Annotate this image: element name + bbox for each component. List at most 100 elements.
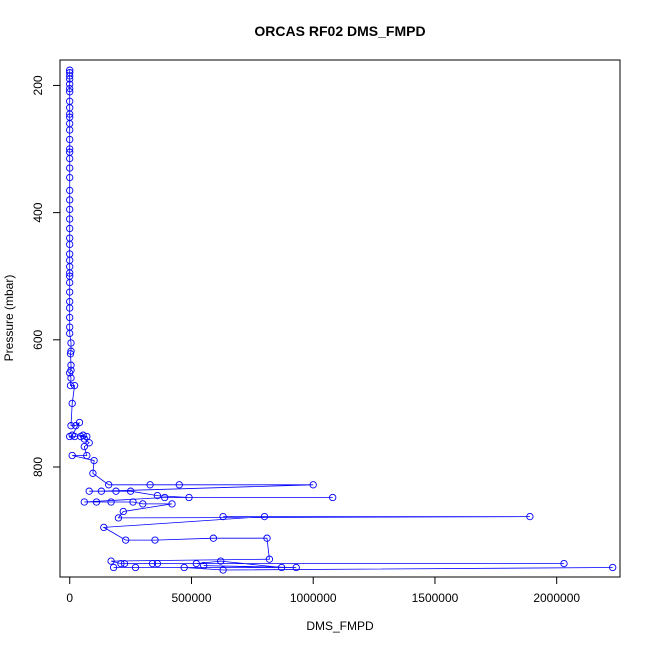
x-tick-label: 1000000 xyxy=(290,591,337,605)
data-point xyxy=(609,563,617,572)
data-point xyxy=(70,381,79,390)
data-point xyxy=(92,498,101,506)
series-0-line xyxy=(69,70,613,571)
x-axis-label: DMS_FMPD xyxy=(306,619,374,633)
data-point xyxy=(66,84,74,93)
data-point xyxy=(126,487,135,495)
data-point xyxy=(66,88,74,96)
data-point xyxy=(66,215,74,223)
data-point xyxy=(66,269,74,277)
series-line xyxy=(69,70,613,571)
data-point xyxy=(89,469,97,477)
data-point xyxy=(66,196,74,204)
data-point xyxy=(66,66,74,74)
data-point xyxy=(122,536,130,544)
data-point xyxy=(66,135,74,144)
data-point xyxy=(66,381,75,390)
data-point xyxy=(105,481,113,489)
data-point xyxy=(200,561,208,570)
data-point xyxy=(66,288,74,296)
data-point xyxy=(217,557,225,565)
data-point xyxy=(66,240,74,249)
data-point xyxy=(526,512,534,521)
data-point xyxy=(139,500,147,508)
data-point xyxy=(151,536,159,544)
y-tick-label: 400 xyxy=(31,202,45,222)
data-point xyxy=(83,451,91,460)
chart-title: ORCAS RF02 DMS_FMPD xyxy=(254,23,425,39)
data-point xyxy=(560,559,568,568)
data-point xyxy=(85,439,93,447)
data-point xyxy=(277,563,286,572)
data-point xyxy=(66,313,74,322)
data-point xyxy=(66,329,74,338)
y-axis-label: Pressure (mbar) xyxy=(2,275,16,362)
data-point xyxy=(67,347,75,355)
data-point xyxy=(66,369,74,377)
data-point xyxy=(66,75,74,83)
data-point xyxy=(66,164,74,172)
data-point xyxy=(66,432,74,441)
data-point xyxy=(80,442,88,451)
x-tick-label: 500000 xyxy=(171,591,211,605)
data-point xyxy=(129,498,137,506)
data-point xyxy=(66,304,74,312)
y-tick-label: 800 xyxy=(31,457,45,477)
x-axis: 0 500000 1000000 1500000 2000000 xyxy=(66,576,580,605)
x-tick-label: 0 xyxy=(66,591,73,605)
data-point xyxy=(100,523,108,532)
data-point xyxy=(309,481,317,489)
data-point xyxy=(219,566,227,574)
data-point xyxy=(66,80,74,88)
x-tick-label: 2000000 xyxy=(533,591,580,605)
data-point xyxy=(66,154,74,163)
data-point xyxy=(67,374,75,382)
data-point xyxy=(68,399,76,408)
data-point xyxy=(80,498,88,506)
data-point xyxy=(67,422,75,430)
data-point xyxy=(120,559,129,568)
data-point xyxy=(80,435,88,443)
data-point xyxy=(265,555,274,563)
data-point xyxy=(117,559,125,568)
y-tick-label: 600 xyxy=(31,329,45,349)
data-point xyxy=(66,205,74,214)
data-point xyxy=(85,487,93,495)
data-point xyxy=(109,563,118,572)
y-axis: 200 400 600 800 xyxy=(31,75,61,477)
data-point xyxy=(66,350,75,358)
data-point xyxy=(66,278,74,287)
data-point xyxy=(153,559,162,568)
data-point xyxy=(66,110,74,118)
data-point xyxy=(66,72,74,80)
data-point xyxy=(148,559,157,568)
data-point xyxy=(75,418,84,427)
data-point xyxy=(146,481,154,489)
data-point xyxy=(192,559,200,568)
data-point xyxy=(292,563,300,572)
data-point xyxy=(66,173,74,182)
data-point xyxy=(185,493,193,502)
data-point xyxy=(107,557,115,565)
data-point xyxy=(329,493,337,502)
data-point xyxy=(107,498,115,506)
data-point xyxy=(161,493,169,502)
data-point xyxy=(83,432,91,441)
data-point xyxy=(131,563,140,572)
data-point xyxy=(209,534,218,542)
data-point xyxy=(67,339,75,347)
data-point xyxy=(175,481,183,489)
data-point xyxy=(114,514,123,522)
data-point xyxy=(263,534,271,542)
data-point xyxy=(67,361,75,369)
data-point xyxy=(90,456,98,465)
y-tick-label: 200 xyxy=(31,75,45,95)
data-point xyxy=(153,491,162,500)
x-tick-label: 1500000 xyxy=(412,591,459,605)
data-point xyxy=(112,487,120,495)
data-point xyxy=(66,145,74,153)
data-point xyxy=(68,451,76,460)
data-point xyxy=(219,512,227,521)
